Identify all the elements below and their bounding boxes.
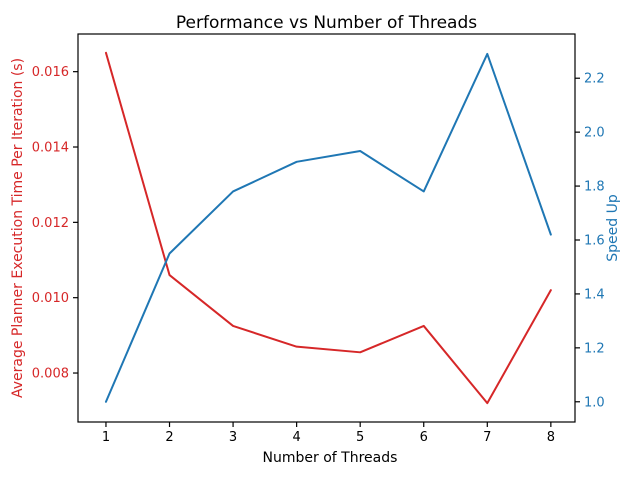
plot-spines xyxy=(77,33,576,423)
right-axis-label: Speed Up xyxy=(605,194,621,262)
x-tick-label: 8 xyxy=(547,430,555,445)
y-right-tick-label: 2.0 xyxy=(584,126,605,141)
y-left-tick-label: 0.016 xyxy=(32,65,69,80)
y-right-tick-label: 2.2 xyxy=(584,72,605,87)
series-line-execution-time xyxy=(104,51,552,405)
x-tick-label: 2 xyxy=(165,430,173,445)
x-tick-label: 5 xyxy=(356,430,364,445)
x-axis-label: Number of Threads xyxy=(263,450,398,466)
y-right-tick-label: 1.0 xyxy=(584,395,605,410)
y-right-tick-label: 1.4 xyxy=(584,287,605,302)
x-tick-label: 3 xyxy=(229,430,237,445)
series-line-speedup xyxy=(104,52,552,403)
plot-area: 1 2 3 4 5 6 7 8 0.008 0.010 0.012 0.014 0.016 1.0 1.2 1… xyxy=(32,33,605,445)
y-left-tick-label: 0.010 xyxy=(32,291,69,306)
y-right-tick-label: 1.6 xyxy=(584,233,605,248)
x-tick-label: 1 xyxy=(102,430,110,445)
y-right-tick-label: 1.2 xyxy=(584,341,605,356)
y-left-tick-label: 0.014 xyxy=(32,141,69,156)
x-tick-label: 7 xyxy=(483,430,491,445)
chart-title: Performance vs Number of Threads xyxy=(176,13,477,33)
x-tick-label: 6 xyxy=(420,430,428,445)
x-tick-label: 4 xyxy=(292,430,300,445)
left-axis-label: Average Planner Execution Time Per Itera… xyxy=(10,58,26,398)
y-right-tick-label: 1.8 xyxy=(584,180,605,195)
y-left-tick-label: 0.012 xyxy=(32,216,69,231)
y-left-tick-label: 0.008 xyxy=(32,367,69,382)
